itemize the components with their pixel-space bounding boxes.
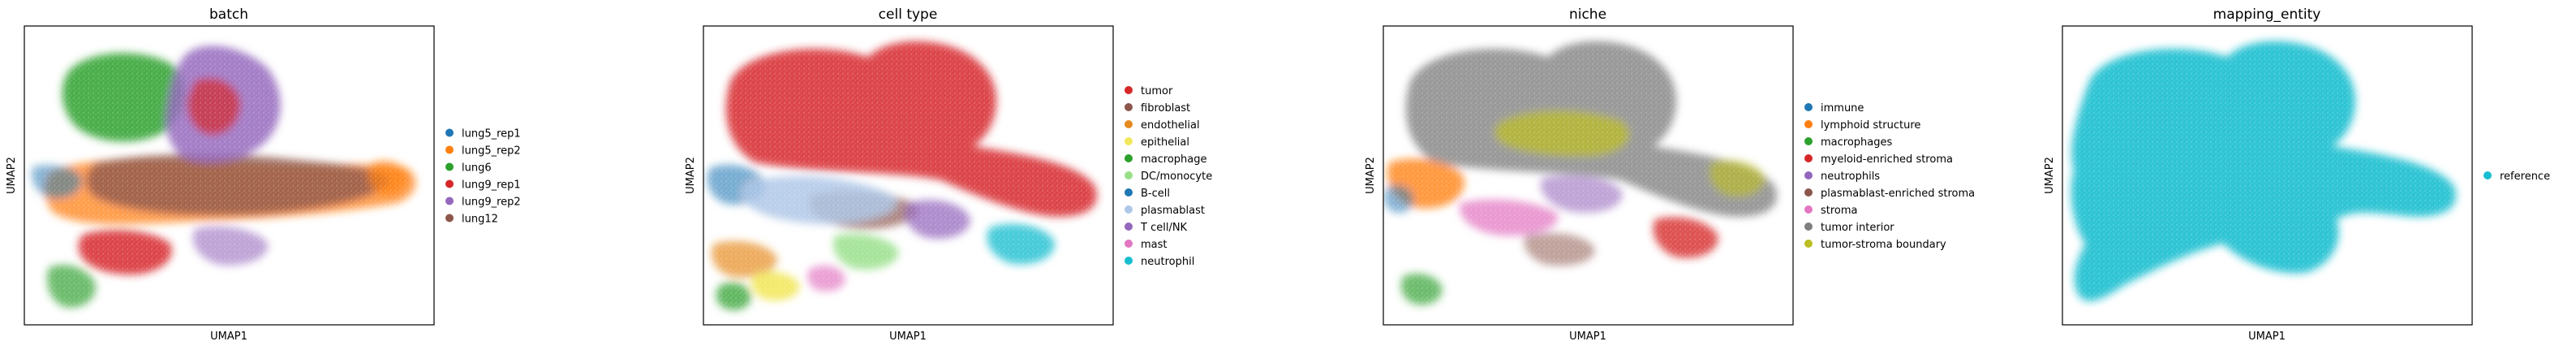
legend-marker [1804,188,1813,197]
legend-marker [1125,205,1133,214]
legend-marker [1125,86,1133,94]
scatter-points [2062,26,2472,325]
legend-marker [1125,171,1133,179]
y-axis-label: UMAP2 [2044,157,2056,194]
panel-title: niche [1569,6,1606,23]
panel-niche: niche UMAP1 UMAP2 immune lymphoid structu… [1365,6,1975,343]
legend-marker [1125,188,1133,197]
y-axis-label: UMAP2 [1365,157,1377,194]
legend-marker [2484,171,2492,179]
legend-label: macrophages [1821,136,1892,149]
legend-label: B-cell [1141,188,1170,200]
legend-marker [1804,137,1813,145]
legend-label: mast [1141,239,1168,251]
legend-marker [1804,103,1813,111]
legend-marker [1804,171,1813,179]
legend-marker [1125,257,1133,265]
legend-marker [445,162,454,171]
legend-marker [445,145,454,154]
y-axis-label: UMAP2 [685,157,697,194]
legend-label: plasmablast-enriched stroma [1821,188,1975,200]
legend-label: lymphoid structure [1821,119,1920,132]
legend-label: lung6 [462,162,492,175]
legend-marker [1125,154,1133,162]
legend-label: macrophage [1141,153,1207,166]
legend-marker [1804,120,1813,128]
y-axis-label: UMAP2 [6,157,18,194]
scatter-points [24,26,434,325]
legend-marker [1125,223,1133,231]
legend-marker [445,197,454,205]
legend-label: lung9_rep1 [462,179,521,192]
panel-batch: batch UMAP1 UMAP2 lung5_rep1lung5_rep2lu… [6,6,521,343]
panel-title: batch [209,6,248,23]
axes-frame [1383,25,1794,326]
legend-label: lung12 [462,214,498,226]
legend-marker [1125,240,1133,248]
axes-frame [703,25,1114,326]
legend-label: endothelial [1141,119,1200,132]
legend-label: tumor interior [1821,222,1894,234]
legend-marker [1804,154,1813,162]
legend-label: epithelial [1141,136,1189,149]
panel-mapping-entity: mapping_entity UMAP1 UMAP2 reference [2044,6,2550,343]
legend-label: reference [2500,171,2550,183]
legend-marker [1804,240,1813,248]
legend-label: plasmablast [1141,205,1205,217]
legend-marker [445,179,454,188]
legend: lung5_rep1 lung5_rep2 lung6 lung9_rep1 lung9… [445,128,521,226]
legend-label: DC/monocyte [1141,171,1212,183]
legend-marker [1125,103,1133,111]
legend-marker [445,128,454,137]
panel-title: cell type [879,6,938,23]
legend-label: stroma [1821,205,1858,217]
panel-title: mapping_entity [2213,6,2321,23]
legend-label: fibroblast [1141,102,1190,115]
legend-label: T cell/NK [1140,222,1188,234]
legend-marker [445,214,454,223]
panel-cell-type: cell type UMAP1 UMAP2 tumor fibroblast end… [685,6,1212,343]
legend-label: neutrophils [1821,171,1880,183]
axes-frame [24,25,435,326]
legend-marker [1125,120,1133,128]
legend: reference [2484,171,2550,183]
legend-label: immune [1821,102,1864,115]
x-axis-label: UMAP1 [1569,331,1606,343]
legend-marker [1804,223,1813,231]
legend-label: lung9_rep2 [462,197,521,209]
legend-label: myeloid-enriched stroma [1821,153,1953,166]
legend-label: tumor-stroma boundary [1821,239,1946,251]
legend-marker [1804,205,1813,214]
axes-frame [2062,25,2473,326]
legend: tumor fibroblast endothelial epithelial macr… [1125,85,1212,268]
x-axis-label: UMAP1 [2248,331,2286,343]
legend-label: neutrophil [1141,256,1194,268]
scatter-points [703,26,1113,325]
legend-marker [1125,137,1133,145]
legend-label: lung5_rep2 [462,145,521,158]
scatter-points [1383,26,1793,325]
x-axis-label: UMAP1 [889,331,927,343]
legend-label: lung5_rep1 [462,128,521,140]
x-axis-label: UMAP1 [210,331,247,343]
legend: immune lymphoid structure macrophages myelo… [1804,102,1975,251]
legend-label: tumor [1141,85,1173,97]
